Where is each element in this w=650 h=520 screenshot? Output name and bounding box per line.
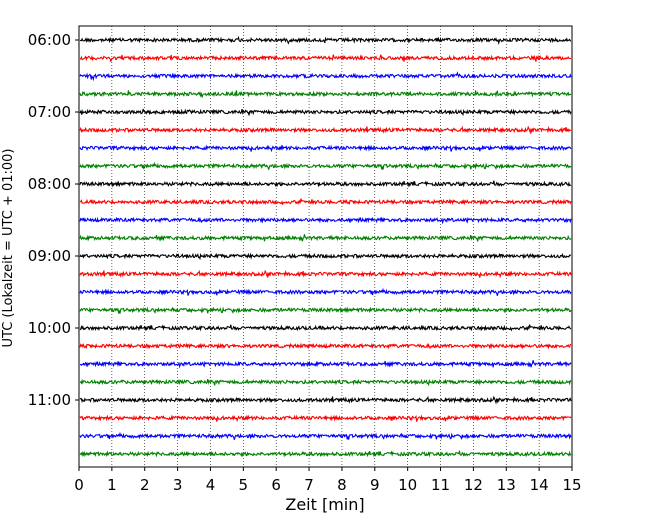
x-tick-label-15: 15 — [562, 476, 581, 494]
x-tick-label-5: 5 — [239, 476, 249, 494]
y-axis-label: UTC (Lokalzeit = UTC + 01:00) — [1, 149, 16, 348]
plot-frame — [78, 25, 573, 468]
y-axis-ticks: 06:00 07:00 08:00 09:00 10:00 11:00 — [28, 31, 79, 409]
trace-line-4 — [79, 108, 572, 117]
x-tick-label-1: 1 — [107, 476, 117, 494]
trace-line-8 — [79, 180, 572, 188]
x-axis-label: Zeit [min] — [285, 495, 364, 514]
plot-area — [79, 26, 572, 467]
trace-line-6 — [79, 144, 572, 153]
trace-line-18 — [79, 360, 572, 369]
x-tick-label-10: 10 — [398, 476, 417, 494]
x-tick-label-8: 8 — [337, 476, 347, 494]
y-tick-label-08:00: 08:00 — [28, 175, 71, 193]
trace-line-16 — [79, 324, 572, 332]
trace-line-13 — [79, 269, 572, 279]
seismogram-traces — [79, 35, 572, 458]
trace-line-15 — [79, 306, 572, 315]
trace-line-9 — [79, 198, 572, 206]
x-tick-label-0: 0 — [74, 476, 84, 494]
trace-line-20 — [79, 395, 572, 405]
x-tick-label-14: 14 — [530, 476, 549, 494]
trace-line-2 — [79, 71, 572, 82]
y-tick-label-10:00: 10:00 — [28, 319, 71, 337]
x-axis-ticks: 0 1 2 3 4 5 6 7 8 9 10 11 12 13 14 15 — [74, 467, 582, 494]
y-tick-label-06:00: 06:00 — [28, 31, 71, 49]
x-tick-label-3: 3 — [173, 476, 183, 494]
trace-line-1 — [79, 54, 572, 62]
y-tick-label-07:00: 07:00 — [28, 103, 71, 121]
x-tick-label-11: 11 — [431, 476, 450, 494]
trace-line-12 — [79, 252, 572, 261]
x-tick-label-6: 6 — [271, 476, 281, 494]
trace-line-3 — [79, 90, 572, 98]
x-tick-label-12: 12 — [464, 476, 483, 494]
trace-line-11 — [79, 234, 572, 242]
y-tick-label-09:00: 09:00 — [28, 247, 71, 265]
trace-line-21 — [79, 414, 572, 423]
y-tick-label-11:00: 11:00 — [28, 391, 71, 409]
trace-line-22 — [79, 431, 572, 441]
x-tick-label-2: 2 — [140, 476, 150, 494]
x-tick-label-9: 9 — [370, 476, 380, 494]
x-tick-label-13: 13 — [497, 476, 516, 494]
trace-line-14 — [79, 287, 572, 296]
trace-line-7 — [79, 161, 572, 171]
trace-line-17 — [79, 342, 572, 350]
x-tick-label-4: 4 — [206, 476, 216, 494]
trace-line-0 — [79, 35, 571, 46]
trace-line-10 — [79, 216, 572, 225]
trace-line-5 — [79, 125, 572, 135]
trace-line-19 — [79, 378, 572, 387]
trace-line-23 — [79, 450, 572, 458]
x-tick-label-7: 7 — [304, 476, 314, 494]
